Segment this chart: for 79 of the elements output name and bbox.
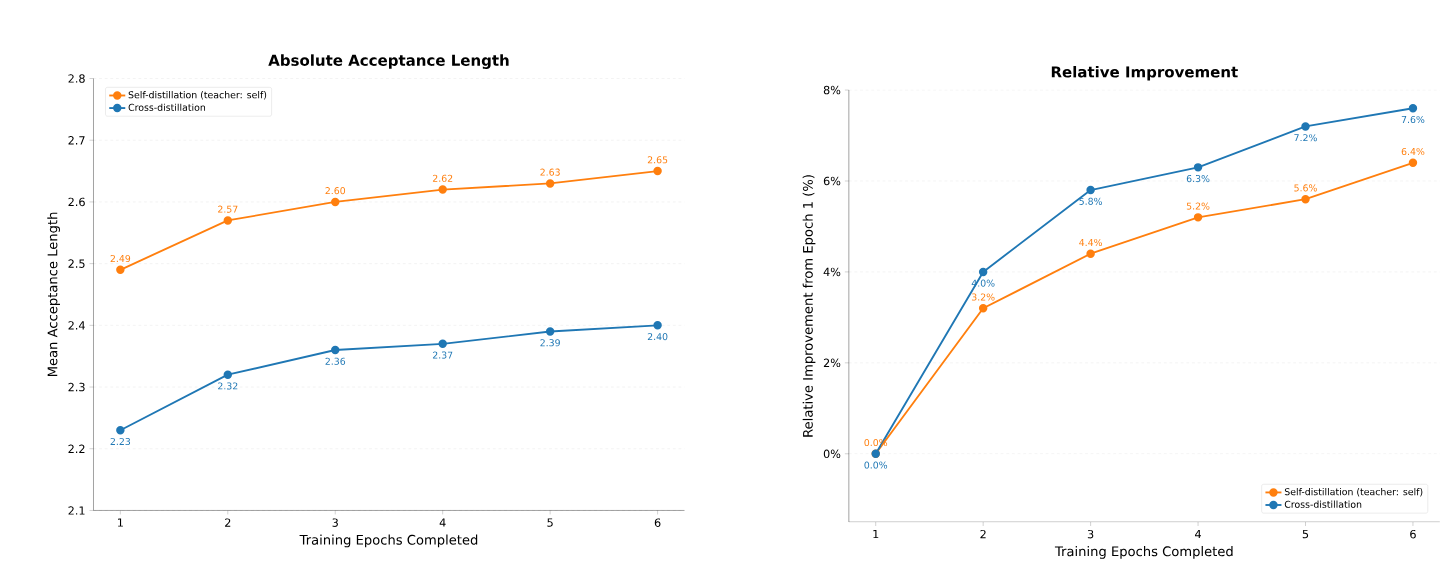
y-tick-label: 8% (823, 86, 841, 95)
data-label: 4.4% (1079, 239, 1102, 247)
point (545, 327, 555, 336)
data-label: 2.62 (432, 174, 453, 183)
y-axis-title: Mean Acceptance Length (47, 212, 60, 377)
data-label: 2.40 (647, 333, 668, 341)
legend-label: Cross-distillation (1284, 500, 1362, 509)
point (438, 185, 447, 195)
point (223, 370, 233, 380)
y-tick-label: 0% (823, 449, 841, 459)
x-tick-label: 4 (1195, 530, 1202, 539)
point (978, 304, 988, 313)
point (1408, 158, 1418, 168)
y-axis-title: Relative Improvement from Epoch 1 (%) (802, 175, 816, 437)
data-label: 2.65 (647, 156, 668, 164)
x-tick-label: 1 (118, 518, 123, 527)
point (1301, 195, 1310, 204)
x-tick-label: 3 (332, 518, 338, 528)
x-axis-title: Training Epochs Completed (1054, 546, 1233, 560)
y-tick-label: 2.5 (68, 259, 85, 269)
data-label: 2.49 (110, 255, 131, 263)
data-label: 0.0% (864, 461, 888, 469)
data-label: 5.6% (1294, 184, 1317, 192)
chart-title: Absolute Acceptance Length (268, 54, 509, 70)
x-tick-label: 4 (439, 518, 446, 527)
x-tick-label: 6 (654, 518, 661, 528)
point (545, 179, 555, 188)
point (331, 346, 340, 355)
y-tick-label: 2.4 (68, 321, 85, 330)
legend-label: Cross-distillation (128, 103, 206, 112)
data-label: 2.37 (432, 351, 453, 359)
x-tick-label: 5 (547, 518, 553, 527)
data-label: 2.32 (218, 382, 238, 390)
data-label: 7.2% (1294, 134, 1317, 142)
chart-title: Relative Improvement (1051, 66, 1238, 81)
data-label: 3.2% (971, 293, 995, 301)
y-tick-label: 2.2 (68, 444, 85, 454)
y-tick-label: 2.8 (68, 74, 85, 83)
point (116, 265, 125, 275)
x-tick-label: 5 (1302, 530, 1309, 539)
y-tick-label: 2% (823, 358, 841, 368)
point (438, 339, 447, 349)
data-label: 2.39 (540, 339, 560, 347)
y-tick-label: 2.7 (68, 136, 85, 145)
x-tick-label: 6 (1410, 530, 1416, 539)
y-tick-label: 6% (823, 176, 841, 186)
point (1086, 249, 1095, 259)
data-label: 2.36 (325, 357, 346, 366)
data-label: 5.8% (1079, 198, 1102, 206)
x-tick-label: 3 (1087, 530, 1094, 539)
data-label: 5.2% (1186, 202, 1210, 210)
data-label: 6.3% (1186, 175, 1210, 183)
point (978, 267, 988, 277)
y-tick-label: 2.1 (68, 506, 85, 515)
y-tick-label: 4% (823, 267, 841, 277)
point (223, 216, 233, 225)
y-tick-label: 2.6 (68, 197, 85, 207)
data-label: 6.4% (1401, 148, 1425, 156)
point (1193, 213, 1203, 222)
legend-label: Self-distillation (teacher: self) (1284, 488, 1423, 497)
data-label: 2.60 (325, 187, 346, 195)
x-tick-label: 1 (873, 530, 879, 539)
data-label: 2.57 (218, 205, 238, 213)
data-label: 7.6% (1401, 116, 1425, 124)
x-tick-label: 2 (980, 530, 986, 539)
point (116, 426, 125, 435)
data-label: 2.63 (540, 168, 560, 176)
point (1301, 122, 1310, 131)
x-axis-title: Training Epochs Completed (299, 534, 478, 548)
point (1086, 186, 1095, 195)
point (653, 321, 662, 330)
point (1408, 104, 1418, 113)
y-tick-label: 2.3 (68, 383, 85, 392)
point (1193, 163, 1203, 172)
x-tick-label: 2 (225, 518, 231, 527)
point (653, 167, 662, 176)
data-label: 2.23 (110, 438, 131, 446)
legend-label: Self-distillation (teacher: self) (128, 91, 267, 100)
point (331, 197, 340, 207)
